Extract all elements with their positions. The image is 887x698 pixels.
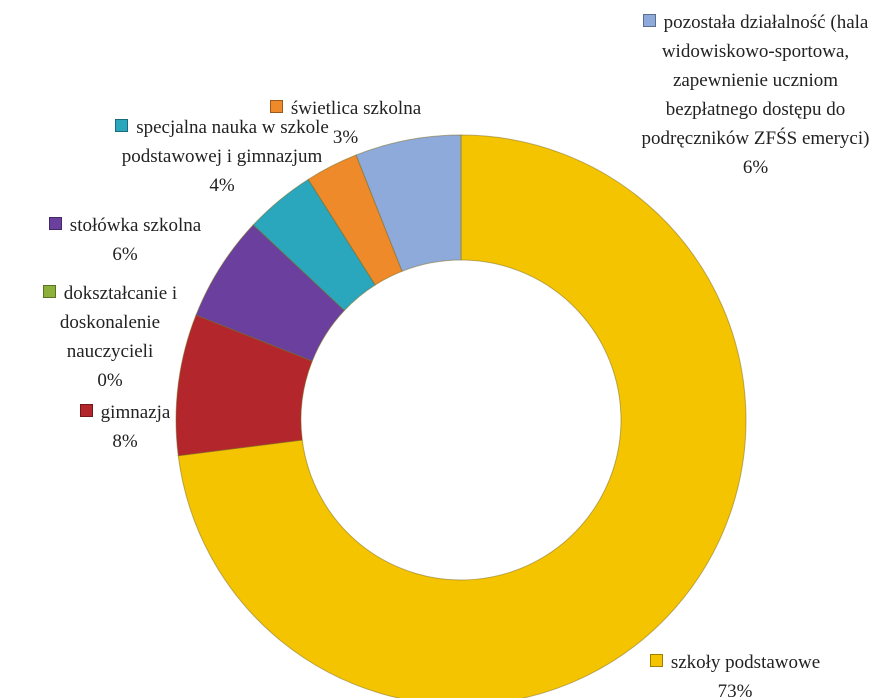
donut-slice [177,134,747,698]
legend-marker [115,119,129,132]
slice-label: szkoły podstawowe 73% [600,648,870,698]
value-label: 6% [742,157,769,178]
slice-label: gimnazja 8% [50,398,200,456]
category-name: gimnazja [100,402,171,423]
category-name: specjalna nauka w szkole podstawowej i g… [121,117,329,167]
value-label: 73% [717,681,753,698]
category-name: świetlica szkolna [290,98,422,119]
category-name: pozostała działalność (hala widowiskowo-… [641,12,870,149]
slice-label: pozostała działalność (hala widowiskowo-… [628,8,883,182]
legend-marker [42,285,56,298]
slice-label: świetlica szkolna 3% [228,94,463,152]
category-name: szkoły podstawowe [670,652,821,673]
value-label: 8% [112,431,138,452]
donut-slice [355,134,462,272]
slice-label: dokształcanie i doskonalenie nauczycieli… [15,279,205,395]
value-label: 3% [332,127,359,148]
legend-marker [48,217,62,230]
legend-marker [79,404,93,417]
slice-label: specjalna nauka w szkole podstawowej i g… [112,113,332,200]
value-label: 6% [112,244,138,265]
value-label: 4% [209,175,235,196]
category-name: stołówka szkolna [69,215,202,236]
value-label: 0% [97,370,123,391]
legend-marker [269,100,283,113]
category-name: dokształcanie i doskonalenie nauczycieli [59,283,178,362]
legend-marker [649,654,663,667]
legend-marker [642,14,656,27]
slice-label: stołówka szkolna 6% [5,211,245,269]
